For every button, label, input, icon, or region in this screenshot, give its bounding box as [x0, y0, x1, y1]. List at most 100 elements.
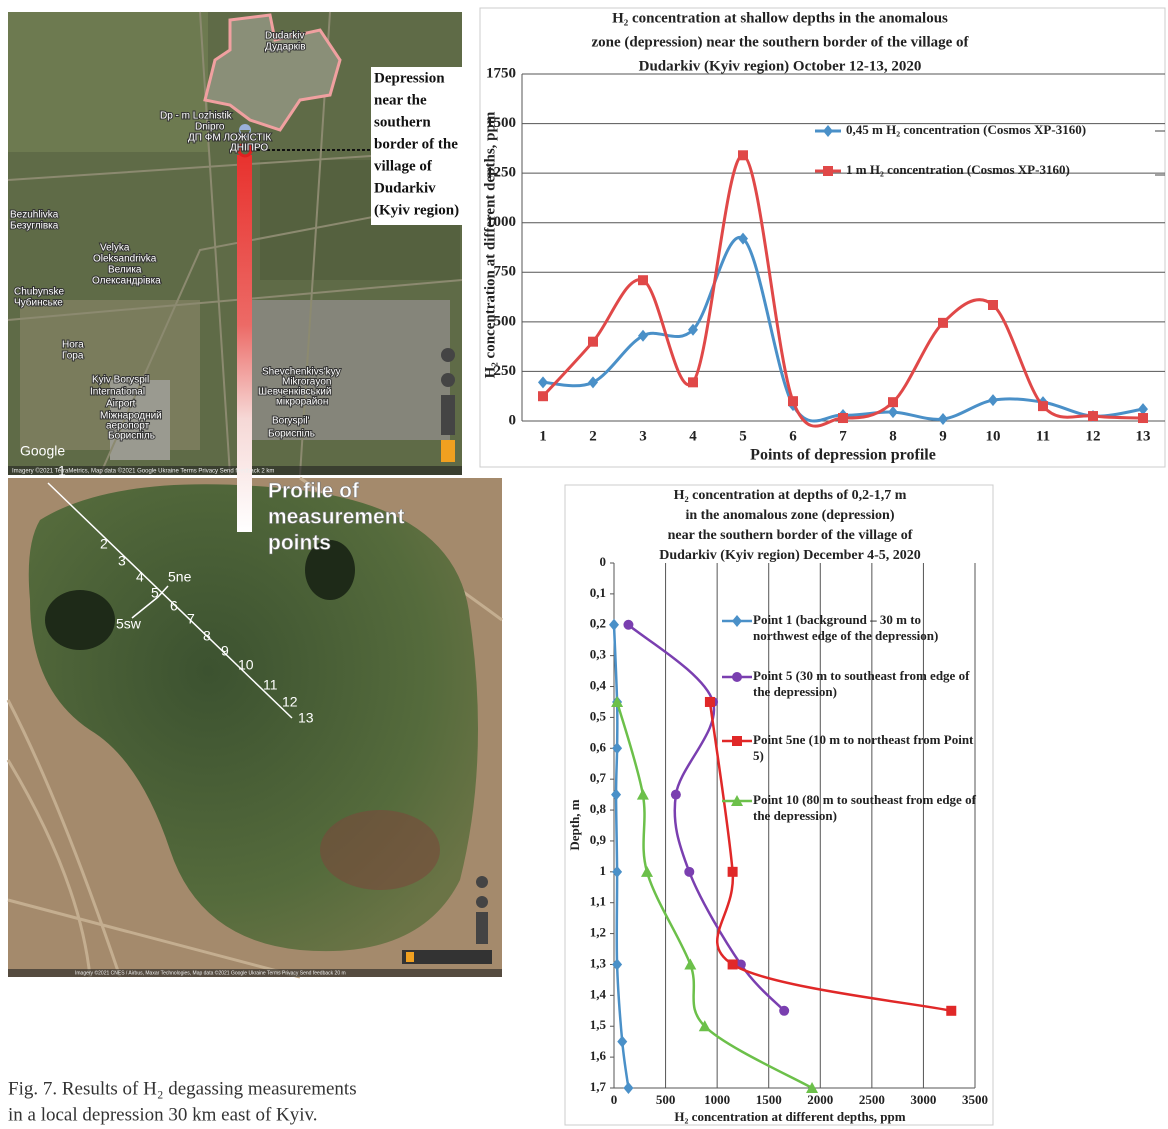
- x-axis-label: Points of depression profile: [750, 447, 936, 464]
- x-tick-label: 8: [889, 428, 897, 444]
- marker: [688, 377, 698, 387]
- legend-label: 0,45 m H₂ concentration (Cosmos XP-3160): [846, 122, 1086, 137]
- marker: [732, 736, 742, 746]
- chart-title: H₂ concentration at depths of 0,2-1,7 m: [674, 488, 907, 503]
- y-tick-label: 0,8: [590, 801, 607, 816]
- y-tick-label: 1,2: [590, 925, 606, 940]
- point-label: 10: [238, 657, 254, 673]
- chart-title: Dudarkiv (Kyiv region) December 4-5, 202…: [659, 548, 921, 563]
- y-tick-label: 0,2: [590, 616, 606, 631]
- point-label: 9: [221, 643, 229, 659]
- marker: [705, 697, 715, 707]
- x-tick-label: 13: [1136, 428, 1151, 444]
- x-tick-label: 4: [689, 428, 697, 444]
- y-tick-label: 0,9: [590, 832, 607, 847]
- y-tick-label: 0,3: [590, 647, 607, 662]
- profile-label: Profile of: [268, 480, 360, 503]
- depression-label: border of the: [374, 136, 458, 152]
- point-label: 8: [203, 628, 211, 644]
- marker: [671, 790, 681, 800]
- place-label: Бориспіль: [268, 429, 315, 440]
- y-tick-label: 1,1: [590, 894, 606, 909]
- y-tick-label: 1,7: [590, 1079, 607, 1094]
- x-tick-label: 5: [739, 428, 747, 444]
- marker: [728, 867, 738, 877]
- figure: DudarkivДударківDp - m LozhistikDniproДП…: [0, 0, 1168, 1129]
- place-label: Dp - m Lozhistik: [160, 111, 233, 122]
- y-axis-label: Depth, m: [567, 799, 582, 850]
- legend-label-box: Point 1 (background – 30 m to northwest …: [753, 612, 978, 664]
- x-tick-label: 11: [1036, 428, 1050, 444]
- point-label: 11: [263, 677, 278, 693]
- x-tick-label: 6: [789, 428, 797, 444]
- depression-label: Depression: [374, 70, 445, 86]
- x-tick-label: 1: [539, 428, 547, 444]
- profile-label: measurement: [268, 506, 405, 529]
- y-tick-label: 0,7: [590, 770, 607, 785]
- place-label: мікрорайон: [276, 397, 328, 408]
- point-label: 3: [118, 553, 126, 569]
- x-tick-label: 500: [656, 1092, 676, 1107]
- marker: [946, 1006, 956, 1016]
- place-label: International: [90, 387, 145, 398]
- y-tick-label: 1,3: [590, 955, 607, 970]
- x-tick-label: 10: [986, 428, 1001, 444]
- marker: [838, 413, 848, 423]
- y-tick-label: 0,6: [590, 739, 607, 754]
- x-tick-label: 0: [611, 1092, 618, 1107]
- point-label: 4: [136, 569, 144, 585]
- map-logo: Google: [20, 443, 65, 459]
- point-label: 5sw: [116, 616, 142, 632]
- x-axis-label: H₂ concentration at different depths, pp…: [674, 1109, 905, 1124]
- caption: Fig. 7. Results of H₂ degassing measurem…: [8, 1078, 357, 1125]
- chart-bottom: H₂ concentration at depths of 0,2-1,7 m i…: [565, 485, 993, 1125]
- place-label: Безуглівка: [10, 221, 59, 232]
- legend-label-box: Point 5 (30 m to southeast from edge of …: [753, 668, 978, 720]
- marker: [823, 166, 833, 176]
- marker: [684, 867, 694, 877]
- x-tick-label: 1500: [756, 1092, 782, 1107]
- map-attribution: Imagery ©2021 CNES / Airbus, Maxar Techn…: [75, 969, 346, 976]
- depression-label: (Kyiv region): [374, 202, 459, 218]
- place-label: Дударків: [265, 42, 306, 53]
- chart-title: zone (depression) near the southern bord…: [591, 34, 969, 50]
- depression-label: near the: [374, 92, 427, 108]
- place-label: Велика: [108, 265, 142, 276]
- y-tick-label: 0,5: [590, 708, 607, 723]
- place-label: Boryspil': [272, 416, 310, 427]
- place-label: ДНІПРО: [230, 143, 268, 154]
- chart-title: in the anomalous zone (depression): [686, 508, 895, 523]
- x-tick-label: 3500: [962, 1092, 988, 1107]
- x-tick-label: 2: [589, 428, 597, 444]
- place-label: Kyiv Boryspil: [92, 375, 149, 386]
- marker: [638, 275, 648, 285]
- marker: [732, 672, 742, 682]
- place-label: Dudarkiv: [265, 31, 304, 42]
- marker: [788, 396, 798, 406]
- x-tick-label: 12: [1086, 428, 1101, 444]
- place-label: Airport: [106, 399, 136, 410]
- marker: [988, 300, 998, 310]
- legend-label: Point 10 (80 m to southeast from edge of…: [753, 792, 978, 824]
- point-label: 12: [282, 694, 298, 710]
- marker: [779, 1006, 789, 1016]
- place-label: Oleksandrivka: [93, 254, 157, 265]
- place-label: Чубинське: [14, 297, 63, 309]
- marker: [1088, 411, 1098, 421]
- place-label: Bezuhlivka: [10, 210, 59, 221]
- legend-label: Point 5ne (10 m to northeast from Point …: [753, 732, 978, 764]
- chart-title: near the southern border of the village …: [668, 528, 913, 543]
- chart-frame: [480, 8, 1165, 467]
- y-tick-label: 1,6: [590, 1048, 607, 1063]
- point-label: 13: [298, 710, 314, 726]
- place-label: Бориспіль: [108, 431, 155, 442]
- marker: [938, 318, 948, 328]
- marker: [738, 150, 748, 160]
- depression-label: village of: [374, 158, 433, 174]
- depression-label: southern: [374, 114, 431, 130]
- point-label: 2: [100, 536, 108, 552]
- y-tick-label: 1750: [486, 65, 516, 81]
- place-label: Dnipro: [195, 122, 225, 133]
- marker: [1038, 401, 1048, 411]
- x-tick-label: 3000: [910, 1092, 936, 1107]
